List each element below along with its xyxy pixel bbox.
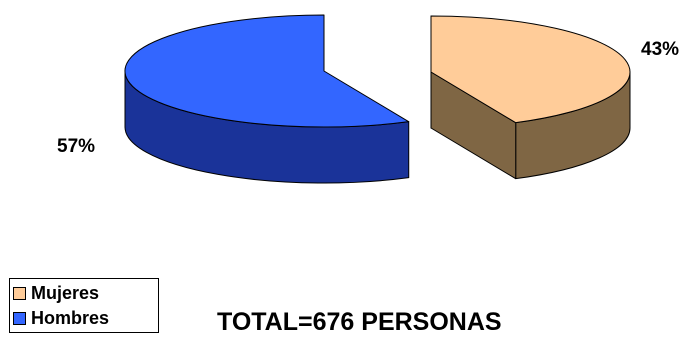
chart-legend: Mujeres Hombres (9, 278, 159, 333)
legend-label-hombres: Hombres (31, 308, 110, 328)
pie-slices (124, 14, 631, 184)
legend-swatch-hombres (13, 312, 26, 325)
legend-item-mujeres: Mujeres (10, 281, 158, 306)
pie-slice-mujeres (430, 15, 631, 124)
legend-label-mujeres: Mujeres (31, 283, 100, 303)
pie-slice-hombres (124, 14, 410, 128)
legend-item-hombres: Hombres (10, 306, 158, 331)
data-label-hombres: 57% (57, 136, 95, 157)
total-label: TOTAL=676 PERSONAS (217, 308, 502, 336)
data-label-mujeres: 43% (641, 39, 679, 60)
legend-swatch-mujeres (13, 287, 26, 300)
